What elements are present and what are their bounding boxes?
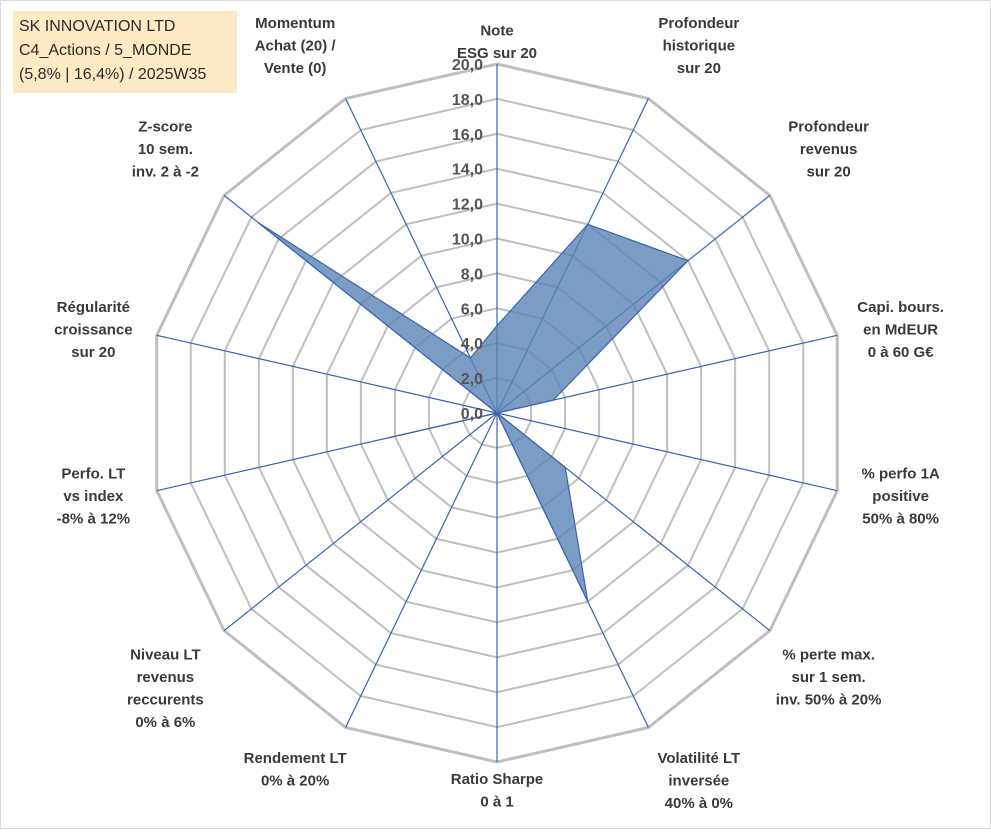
axis-label-line: sur 20 <box>807 163 851 180</box>
axis-label-line: Niveau LT <box>130 647 201 664</box>
axis-label-line: Volatilité LT <box>657 750 740 767</box>
axis-label-line: ESG sur 20 <box>457 45 537 62</box>
axis-label-line: 40% à 0% <box>665 795 733 812</box>
axis-label: Profondeur revenus sur 20 <box>788 118 869 180</box>
tick-label: 0,0 <box>461 406 483 423</box>
axis-label-line: sur 20 <box>71 344 115 361</box>
axis-label-line: 0% à 6% <box>135 714 195 731</box>
tick-label: 4,0 <box>461 336 483 353</box>
axis-label-line: Rendement LT <box>244 750 347 767</box>
axis-label-line: reccurents <box>127 692 204 709</box>
tick-label: 16,0 <box>452 127 483 144</box>
axis-label-line: Ratio Sharpe <box>451 771 544 788</box>
axis-label-line: -8% à 12% <box>57 510 130 527</box>
axis-label-line: revenus <box>137 669 195 686</box>
axis-label: Profondeur historique sur 20 <box>658 15 739 77</box>
axis-label: Z-score 10 sem. inv. 2 à -2 <box>132 118 199 180</box>
axis-label-line: Régularité <box>57 299 130 316</box>
axis-label-line: revenus <box>800 141 858 158</box>
axis-label-line: Note <box>480 23 513 40</box>
axis-label-line: Z-score <box>138 118 192 135</box>
axis-label-line: inv. 50% à 20% <box>776 692 882 709</box>
axis-label-line: inv. 2 à -2 <box>132 163 199 180</box>
axis-label-line: Momentum <box>255 15 335 32</box>
axis-label-line: 0 à 1 <box>480 794 513 811</box>
axis-label-line: Capi. bours. <box>857 299 944 316</box>
tick-label: 8,0 <box>461 266 483 283</box>
axis-label-line: 10 sem. <box>138 141 193 158</box>
axis-label-line: croissance <box>54 322 132 339</box>
axis-label: Niveau LT revenus reccurents 0% à 6% <box>127 647 204 732</box>
axis-label-line: 0 à 60 G€ <box>868 344 935 361</box>
tick-label: 10,0 <box>452 232 483 249</box>
tick-label: 12,0 <box>452 197 483 214</box>
tick-label: 14,0 <box>452 162 483 179</box>
axis-label-line: 0% à 20% <box>261 773 329 790</box>
axis-label-line: Profondeur <box>658 15 739 32</box>
axis-label: Capi. bours. en MdEUR 0 à 60 G€ <box>857 299 944 361</box>
tick-label: 2,0 <box>461 371 483 388</box>
axis-label-line: sur 1 sem. <box>792 669 866 686</box>
category-label: C4_Actions / 5_MONDE <box>19 39 237 63</box>
axis-label-line: Vente (0) <box>264 60 327 77</box>
axis-label: Note ESG sur 20 <box>457 23 537 63</box>
axis-label: Volatilité LT inversée 40% à 0% <box>657 750 740 812</box>
axis-label-line: 50% à 80% <box>862 510 939 527</box>
axis-label: Momentum Achat (20) / Vente (0) <box>255 15 337 77</box>
axis-label-line: Achat (20) / <box>255 37 337 54</box>
title-box: SK INNOVATION LTD C4_Actions / 5_MONDE (… <box>13 11 237 93</box>
axis-label-line: positive <box>872 488 929 505</box>
axis-label-line: inversée <box>668 773 729 790</box>
axis-label: % perfo 1A positive 50% à 80% <box>861 465 940 527</box>
axis-label-line: en MdEUR <box>863 322 938 339</box>
axis-label-line: % perfo 1A <box>861 465 940 482</box>
tick-label: 6,0 <box>461 301 483 318</box>
axis-label: Rendement LT 0% à 20% <box>244 750 347 790</box>
axis-label: Perfo. LT vs index -8% à 12% <box>57 465 130 527</box>
axis-label-line: Perfo. LT <box>61 465 125 482</box>
axis-label-line: vs index <box>63 488 124 505</box>
axis-label-line: Profondeur <box>788 118 869 135</box>
details-label: (5,8% | 16,4%) / 2025W35 <box>19 63 237 87</box>
axis-label-line: historique <box>663 37 736 54</box>
axis-label: Régularité croissance sur 20 <box>54 299 132 361</box>
axis-label-line: sur 20 <box>677 60 721 77</box>
axis-label: % perte max. sur 1 sem. inv. 50% à 20% <box>776 647 882 709</box>
company-name: SK INNOVATION LTD <box>19 15 237 39</box>
axis-label: Ratio Sharpe 0 à 1 <box>451 771 544 811</box>
axis-label-line: % perte max. <box>782 647 875 664</box>
tick-label: 18,0 <box>452 92 483 109</box>
